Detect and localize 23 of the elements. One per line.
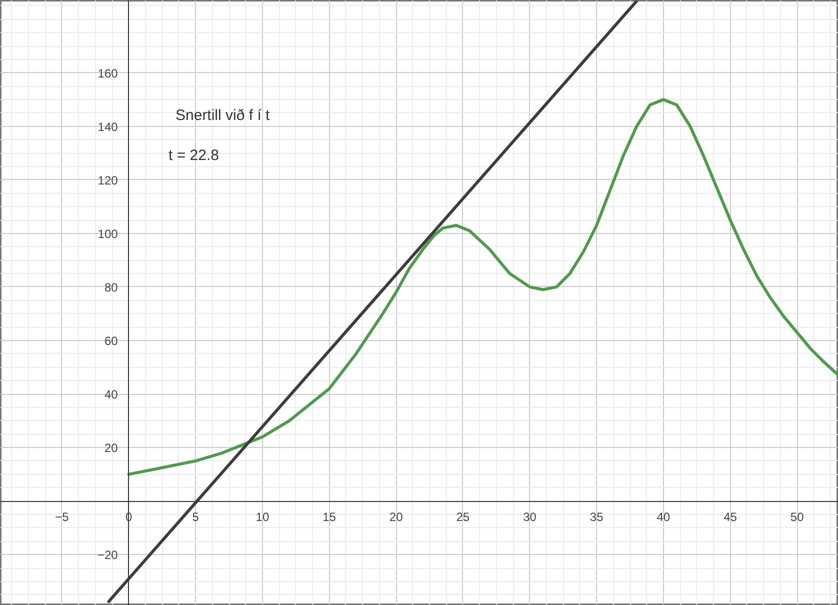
x-tick-label: 15 [322, 510, 336, 524]
x-tick-label: 40 [656, 510, 670, 524]
x-tick-label: 5 [192, 510, 200, 524]
x-tick-label: 20 [389, 510, 404, 524]
x-tick-label: 35 [590, 510, 604, 524]
y-tick-label: 120 [98, 173, 118, 188]
y-tick-label: 60 [104, 334, 118, 348]
y-tick-label: 40 [104, 388, 118, 402]
y-tick-label: 140 [98, 120, 118, 134]
x-tick-label: −5 [55, 510, 70, 524]
y-tick-label: 20 [104, 441, 118, 456]
annotation: Snertill við f í t [176, 107, 271, 124]
x-tick-label: 50 [790, 510, 804, 524]
x-tick-label: 45 [724, 510, 738, 524]
y-tick-label: −20 [97, 548, 118, 562]
y-tick-label: 160 [98, 66, 118, 80]
y-tick-label: 80 [104, 280, 118, 294]
x-tick-label: 25 [456, 510, 470, 524]
annotation: t = 22.8 [168, 147, 219, 164]
x-tick-label: 10 [256, 510, 270, 524]
x-tick-label: 30 [523, 510, 537, 524]
line-series [127, 98, 838, 476]
y-tick-label: 100 [98, 226, 118, 241]
